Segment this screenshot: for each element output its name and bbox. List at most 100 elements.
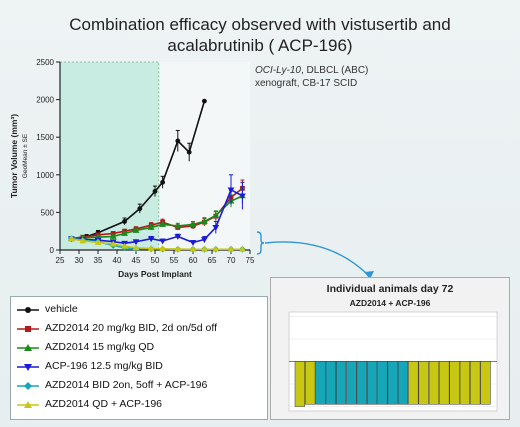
waterfall-bar <box>377 361 388 405</box>
data-point <box>201 218 208 224</box>
dosing-period-shading <box>59 61 160 251</box>
x-tick-label: 70 <box>227 256 236 265</box>
waterfall-bar <box>449 361 460 405</box>
legend-symbol <box>17 401 39 408</box>
y-tick-label: 1500 <box>36 133 54 142</box>
data-point <box>189 245 197 252</box>
xenograft-model-suffix: , DLBCL (ABC) <box>300 65 369 76</box>
data-point <box>121 242 128 249</box>
y-tick-label: 2500 <box>36 58 54 67</box>
data-point <box>212 212 220 218</box>
legend-label: AZD2014 QD + ACP-196 <box>45 398 163 410</box>
data-point <box>159 245 166 252</box>
data-point <box>132 227 140 233</box>
data-point <box>202 98 207 104</box>
data-point <box>132 244 140 251</box>
y-tick-label: 500 <box>41 208 55 217</box>
data-point <box>132 239 140 246</box>
data-point <box>239 193 246 200</box>
data-point <box>174 222 182 229</box>
chart-legend: vehicle AZD2014 20 mg/kg BID, 2d on/5d of… <box>10 296 268 420</box>
waterfall-bar <box>480 361 491 405</box>
data-point <box>186 149 192 155</box>
waterfall-bar <box>439 361 450 405</box>
waterfall-bar <box>418 361 429 405</box>
waterfall-bar <box>294 361 305 407</box>
legend-symbol <box>17 326 39 332</box>
waterfall-bar <box>325 361 336 405</box>
y-tick-label: 2000 <box>36 96 54 105</box>
data-point <box>189 221 197 227</box>
legend-marker <box>24 401 32 408</box>
data-point <box>68 235 75 242</box>
xenograft-line-2: xenograft, CB-17 SCID <box>255 78 358 89</box>
waterfall-bar <box>356 361 367 405</box>
waterfall-bar <box>408 361 419 405</box>
data-point <box>122 219 127 224</box>
data-point <box>79 237 87 244</box>
legend-marker <box>24 382 32 390</box>
data-point <box>212 245 220 252</box>
slide-title: Combination efficacy observed with vistu… <box>0 14 520 56</box>
x-tick-label: 75 <box>246 256 255 265</box>
data-point <box>94 239 102 245</box>
data-point <box>160 179 166 185</box>
x-tick-label: 30 <box>75 256 84 265</box>
data-point <box>174 245 182 252</box>
x-tick-label: 45 <box>132 256 141 265</box>
data-point <box>174 234 182 240</box>
legend-marker <box>24 364 32 371</box>
title-line-1: Combination efficacy observed with vistu… <box>69 15 451 34</box>
x-tick-label: 50 <box>151 256 160 265</box>
legend-label: AZD2014 15 mg/kg QD <box>45 341 155 353</box>
inset-connector <box>264 241 371 278</box>
responder-bracket <box>256 231 265 255</box>
waterfall-bar <box>397 361 409 405</box>
waterfall-bar <box>346 361 357 405</box>
legend-symbol <box>17 382 39 390</box>
waterfall-bar <box>305 361 316 405</box>
data-point <box>227 187 235 194</box>
legend-marker <box>24 344 32 351</box>
data-point <box>159 221 166 227</box>
y-axis-label: Tumor Volume (mm³) <box>9 114 19 198</box>
data-point <box>159 238 166 245</box>
series-line <box>71 100 206 240</box>
data-point <box>189 240 197 246</box>
x-tick-label: 55 <box>170 256 179 265</box>
data-point <box>109 240 117 247</box>
data-point <box>147 224 155 230</box>
xenograft-model: OCI-Ly-10 <box>255 65 301 76</box>
legend-marker <box>25 307 31 313</box>
x-tick-label: 40 <box>113 256 122 265</box>
data-point <box>147 245 155 251</box>
legend-symbol <box>17 307 39 313</box>
data-point <box>152 188 158 194</box>
legend-label: vehicle <box>45 303 78 315</box>
waterfall-bar <box>428 361 440 405</box>
waterfall-chart <box>288 311 498 412</box>
x-axis-label: Days Post Implant <box>118 269 192 279</box>
data-point <box>212 225 220 231</box>
data-point <box>121 230 128 236</box>
title-line-2: acalabrutinib ( ACP-196) <box>167 36 353 55</box>
data-point <box>147 236 155 243</box>
data-point <box>201 237 208 243</box>
y-tick-label: 0 <box>50 246 55 255</box>
waterfall-bar <box>315 361 326 405</box>
inset-subtitle: AZD2014 + ACP-196 <box>349 298 431 308</box>
y-axis-sublabel: GeoMean ± SE <box>22 133 29 178</box>
inset-title: Individual animals day 72 <box>326 283 454 295</box>
y-tick-label: 1000 <box>36 171 54 180</box>
x-tick-label: 65 <box>208 256 217 265</box>
data-point <box>227 245 235 252</box>
data-point <box>137 206 143 212</box>
connector-arrowhead <box>364 271 374 279</box>
individual-animals-inset: Individual animals day 72 AZD2014 + ACP-… <box>270 277 510 420</box>
waterfall-bar <box>459 361 471 405</box>
waterfall-bar <box>470 361 481 405</box>
legend-symbol <box>17 344 39 351</box>
legend-symbol <box>17 364 39 371</box>
legend-label: ACP-196 12.5 mg/kg BID <box>45 360 163 372</box>
data-point <box>109 233 117 239</box>
